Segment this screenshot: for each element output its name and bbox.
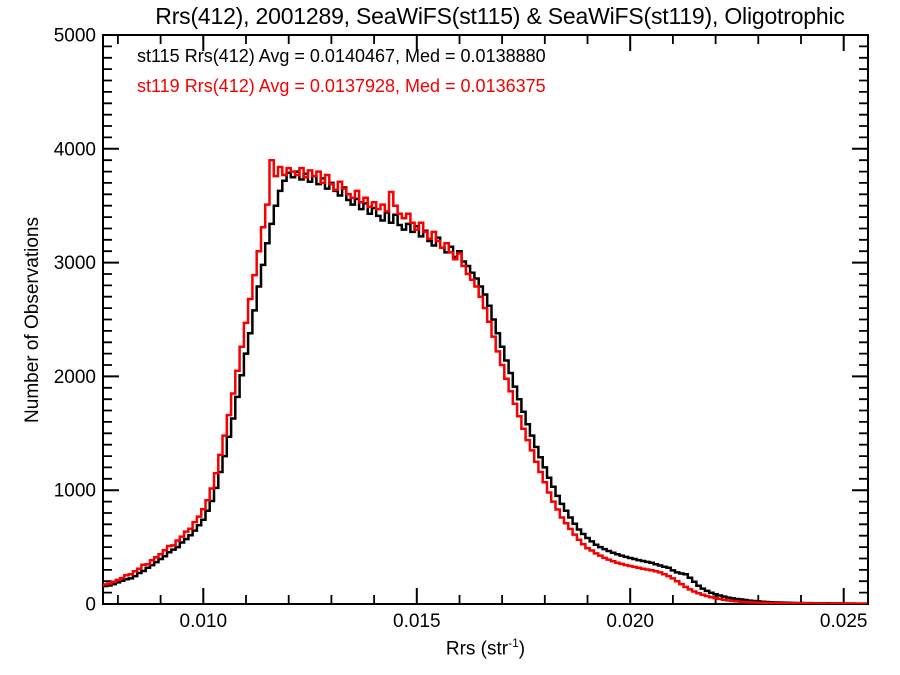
y-tick-label: 4000: [54, 139, 96, 160]
y-tick-label: 5000: [54, 26, 96, 47]
x-axis-title-end: ): [518, 638, 526, 660]
plot-frame: [102, 34, 869, 605]
x-tick-label: 0.025: [820, 611, 868, 632]
legend-item-st119: st119 Rrs(412) Avg = 0.0137928, Med = 0.…: [137, 76, 546, 96]
y-tick-label: 0: [85, 595, 96, 616]
legend-item-st115: st115 Rrs(412) Avg = 0.0140467, Med = 0.…: [137, 46, 546, 66]
y-tick-label: 1000: [54, 481, 96, 502]
x-tick-label: 0.020: [606, 611, 654, 632]
x-tick-label: 0.010: [180, 611, 228, 632]
x-axis-title-sup: -1: [508, 636, 519, 650]
x-axis-title: Rrs (str-1): [103, 636, 868, 660]
st119-histogram-line: [103, 158, 868, 604]
y-tick-label: 3000: [54, 253, 96, 274]
x-axis-title-base: Rrs (str: [445, 638, 509, 660]
chart-title: Rrs(412), 2001289, SeaWiFS(st115) & SeaW…: [155, 3, 845, 29]
x-tick-label: 0.015: [393, 611, 441, 632]
y-tick-label: 2000: [54, 367, 96, 388]
major-ticks: [104, 34, 867, 605]
minor-ticks: [104, 36, 867, 603]
st115-histogram-line: [103, 170, 868, 604]
